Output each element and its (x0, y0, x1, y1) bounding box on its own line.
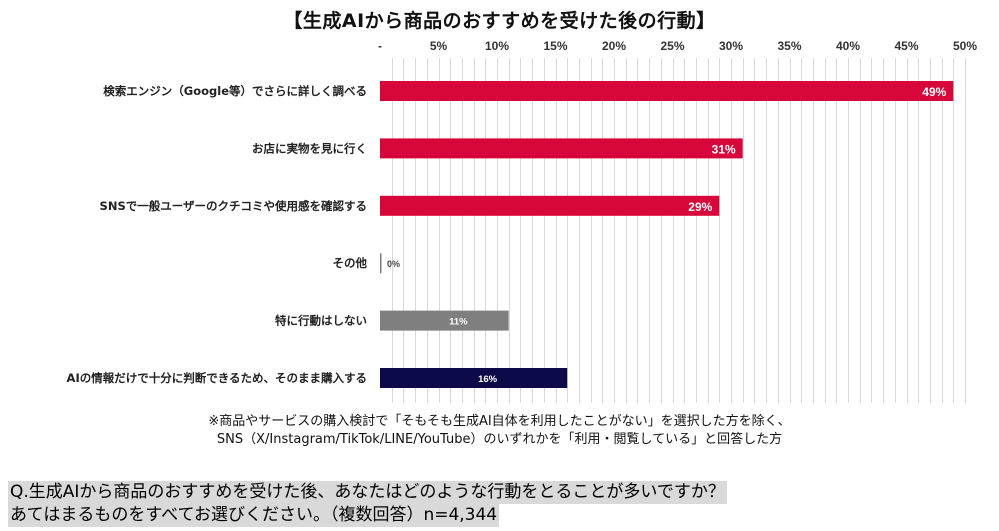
gridlines (392, 58, 966, 403)
x-tick-label: 25% (660, 39, 684, 53)
x-tick-label: - (378, 39, 382, 53)
bar (380, 368, 568, 388)
x-tick-label: 30% (719, 39, 743, 53)
bar (380, 253, 382, 274)
x-tick-label: 35% (777, 39, 801, 53)
category-label: AIの情報だけで十分に判断できるため、そのまま購入する (67, 371, 367, 385)
x-tick-label: 50% (953, 39, 977, 53)
bar (380, 138, 743, 159)
survey-question: Q.生成AIから商品のおすすめを受けた後、あなたはどのような行動をとることが多い… (8, 481, 988, 527)
data-label: 31% (712, 142, 736, 156)
x-tick-label: 20% (602, 39, 626, 53)
x-tick-label: 15% (543, 39, 567, 53)
bar-chart: - 5% 10% 15% 20% 25% 30% 35% 40% 45% 50% 検索エンジン（Go… (67, 39, 977, 403)
x-tick-label: 40% (836, 39, 860, 53)
footnote-line-1: ※商品やサービスの購入検討で「そもそも生成AI自体を利用したことがない」を選択し… (208, 414, 791, 429)
category-label: 検索エンジン（Google等）でさらに詳しく調べる (103, 84, 367, 98)
bar (380, 81, 954, 101)
footnote-line-2: SNS（X/Instagram/TikTok/LINE/YouTube）のいずれ… (216, 432, 783, 447)
question-line-2: あてはまるものをすべてお選びください。（複数回答）n=4,344 (8, 504, 500, 527)
x-tick-label: 45% (894, 39, 918, 53)
data-label: 11% (449, 317, 468, 328)
x-tick-label: 10% (485, 39, 509, 53)
category-label: SNSで一般ユーザーのクチコミや使用感を確認する (100, 199, 367, 213)
question-line-1: Q.生成AIから商品のおすすめを受けた後、あなたはどのような行動をとることが多い… (8, 481, 727, 504)
bar (380, 310, 509, 331)
chart-title: 【生成AIから商品のおすすめを受けた後の行動】 (283, 10, 716, 32)
x-tick-label: 5% (430, 39, 448, 53)
data-label: 49% (922, 85, 946, 99)
bar (380, 195, 720, 216)
data-label: 16% (478, 374, 498, 385)
data-labels: 49% 31% 29% 0% 11% 16% (387, 85, 947, 385)
bars (380, 81, 954, 388)
data-label: 0% (387, 259, 400, 269)
category-label: 特に行動はしない (275, 314, 367, 328)
footnote: ※商品やサービスの購入検討で「そもそも生成AI自体を利用したことがない」を選択し… (0, 413, 999, 449)
data-label: 29% (688, 200, 712, 214)
x-axis-ticks: - 5% 10% 15% 20% 25% 30% 35% 40% 45% 50% (378, 39, 977, 53)
category-label: その他 (333, 256, 368, 270)
category-label: お店に実物を見に行く (252, 141, 367, 155)
